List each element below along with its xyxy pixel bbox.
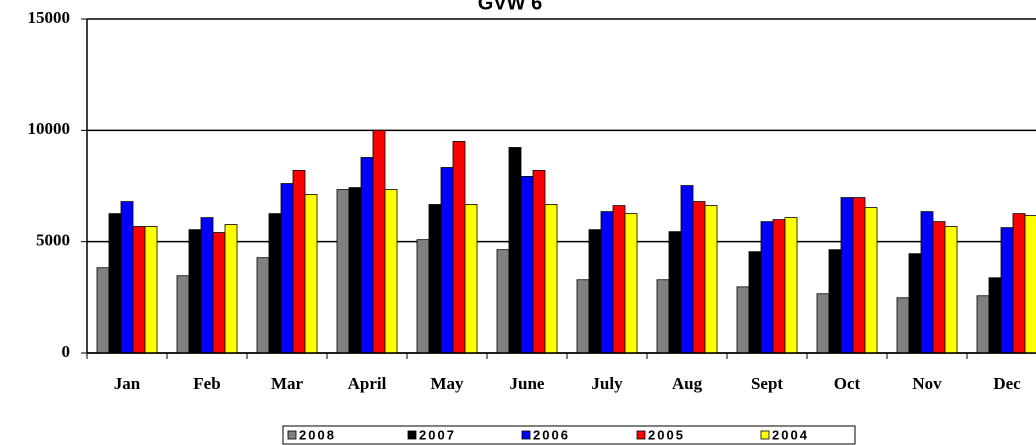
bar: [908, 253, 922, 354]
x-tick-label: Feb: [193, 374, 220, 393]
bar: [372, 129, 386, 354]
bar: [224, 224, 238, 354]
bar: [384, 189, 398, 354]
bar: [612, 205, 626, 354]
bar: [120, 201, 134, 354]
bar: [176, 275, 190, 354]
bar: [748, 251, 762, 354]
y-tick-label: 15000: [28, 8, 71, 27]
x-tick-label: July: [591, 374, 623, 393]
x-tick-label: Sept: [751, 374, 783, 393]
bar: [656, 279, 670, 354]
bar: [532, 170, 546, 354]
bar: [496, 249, 510, 354]
x-tick-label: May: [430, 374, 464, 393]
x-tick-label: Nov: [912, 374, 942, 393]
bar: [464, 204, 478, 354]
bar: [784, 217, 798, 354]
bar: [760, 221, 774, 354]
bar: [304, 194, 318, 354]
legend-label: 2007: [419, 427, 456, 442]
bar: [772, 219, 786, 354]
bar: [624, 213, 638, 354]
bar: [336, 189, 350, 354]
y-tick-label: 10000: [28, 119, 71, 138]
bar: [736, 286, 750, 354]
legend-label: 2005: [648, 427, 685, 442]
bar: [188, 229, 202, 354]
bar: [576, 279, 590, 354]
bar: [360, 157, 374, 354]
legend-label: 2008: [299, 427, 336, 442]
bar: [96, 267, 110, 354]
bar: [920, 211, 934, 354]
x-tick-label: June: [510, 374, 545, 393]
bar: [256, 257, 270, 354]
x-tick-label: Oct: [834, 374, 861, 393]
bar: [852, 197, 866, 354]
bar: [520, 176, 534, 354]
bar: [668, 231, 682, 354]
bar: [840, 197, 854, 354]
bar: [1024, 215, 1036, 354]
bar: [280, 183, 294, 354]
bar: [932, 221, 946, 354]
bar: [452, 141, 466, 354]
bar: [416, 239, 430, 354]
bar: [600, 211, 614, 354]
bar: [896, 297, 910, 354]
bar: [108, 213, 122, 354]
y-tick-label: 0: [62, 342, 71, 361]
bar: [292, 170, 306, 354]
legend-box: [282, 425, 856, 445]
x-tick-label: April: [348, 374, 387, 393]
y-tick-label: 5000: [36, 231, 70, 250]
x-tick-label: Aug: [672, 374, 703, 393]
legend-label: 2006: [533, 427, 570, 442]
bar: [692, 201, 706, 354]
bar: [544, 204, 558, 354]
bar: [976, 295, 990, 354]
bar: [1012, 213, 1026, 354]
legend-swatch: [521, 430, 531, 440]
legend-swatch: [760, 430, 770, 440]
bar: [268, 213, 282, 354]
bar: [212, 232, 226, 354]
bar: [144, 226, 158, 354]
bar: [828, 249, 842, 354]
bar: [508, 147, 522, 354]
legend-swatch: [636, 430, 646, 440]
bar: [988, 277, 1002, 354]
x-tick-label: Dec: [993, 374, 1021, 393]
bar: [348, 187, 362, 354]
bar: [132, 226, 146, 354]
bar: [1000, 227, 1014, 354]
bar: [680, 185, 694, 354]
chart-title: GVW 6: [478, 0, 542, 14]
bar: [944, 226, 958, 354]
bar: [588, 229, 602, 354]
legend-swatch: [407, 430, 417, 440]
bar: [200, 217, 214, 354]
bar: [704, 205, 718, 354]
bar: [440, 167, 454, 354]
legend-swatch: [287, 430, 297, 440]
bar: [816, 293, 830, 354]
bar: [864, 207, 878, 354]
bar: [428, 204, 442, 354]
x-tick-label: Mar: [271, 374, 304, 393]
x-tick-label: Jan: [114, 374, 141, 393]
legend-label: 2004: [772, 427, 809, 442]
